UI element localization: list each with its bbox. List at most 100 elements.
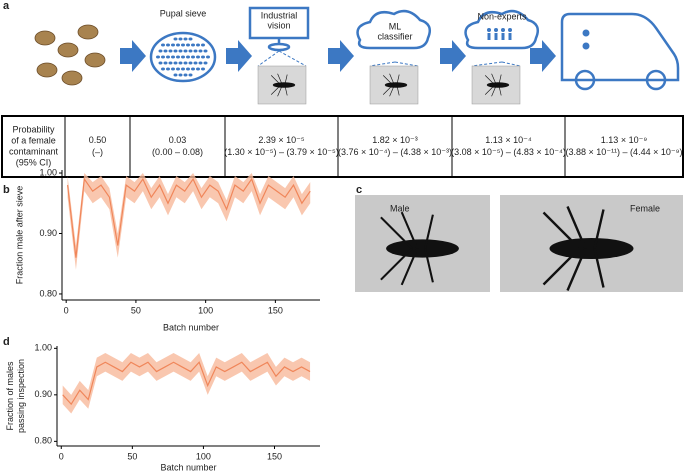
mosquito-leg [566, 206, 587, 249]
hole [181, 67, 185, 71]
mosquito-leg [284, 84, 288, 96]
x-tick-label: 0 [59, 451, 64, 461]
hole [186, 67, 190, 71]
table-cell: (3.88 × 10⁻¹¹) – (4.44 × 10⁻⁹) [566, 147, 683, 157]
table-cell: (–) [92, 147, 103, 157]
hole [171, 55, 175, 59]
table-cell: of a female [11, 135, 56, 145]
arrow [226, 40, 252, 72]
stage-label: Pupal sieve [160, 8, 207, 18]
photo-label: Male [390, 203, 410, 213]
hole [168, 49, 173, 53]
arrow [440, 40, 466, 72]
stage-label: Non-experts [477, 11, 527, 21]
table-cell: (0.00 – 0.08) [152, 147, 203, 157]
hole [193, 61, 198, 65]
x-tick-label: 50 [131, 305, 141, 315]
arrow [530, 40, 556, 72]
mosquito-leg [284, 74, 288, 86]
y-axis-label: Fraction of males passing inspection [5, 359, 26, 433]
stage-label: classifier [377, 31, 412, 41]
mosquito-leg [389, 84, 395, 97]
hole [181, 55, 185, 59]
hole [163, 49, 168, 53]
hole [201, 55, 205, 59]
mosquito-leg [491, 73, 497, 86]
table-cell: (3.76 × 10⁻⁴) – (4.38 × 10⁻³) [338, 147, 452, 157]
dashed-line [471, 61, 503, 67]
hole [178, 73, 183, 77]
hole [181, 43, 185, 47]
dashed-line [394, 61, 419, 67]
dashed-line [501, 61, 521, 67]
table-cell: 1.82 × 10⁻³ [372, 135, 418, 145]
mosquito-body [486, 82, 510, 88]
van-dot [582, 42, 590, 50]
panel-label: b [3, 184, 10, 196]
hole [203, 49, 208, 53]
hole [176, 67, 180, 71]
hole [173, 37, 178, 41]
panel-label: a [3, 0, 10, 12]
arrow [328, 40, 354, 72]
hole [178, 37, 183, 41]
mosquito-leg [498, 84, 502, 96]
y-tick-label: 0.90 [39, 228, 57, 238]
mosquito-leg [484, 84, 496, 95]
hole [196, 43, 200, 47]
mosquito-leg [566, 248, 587, 291]
hole [183, 73, 188, 77]
mosquito-leg [484, 75, 496, 86]
y-tick-label: 0.80 [39, 288, 57, 298]
hole [166, 55, 170, 59]
x-tick-label: 0 [64, 305, 69, 315]
hole [198, 49, 203, 53]
van-dot [582, 29, 590, 37]
dashed-line [278, 50, 307, 67]
mosquito-leg [380, 247, 413, 281]
line [66, 177, 311, 258]
hole [176, 55, 180, 59]
mosquito-leg [382, 75, 394, 86]
hole [196, 55, 200, 59]
mosquito-leg [491, 84, 497, 97]
y-axis-label: Fraction male after sieve [14, 186, 24, 285]
mosquito-leg [498, 74, 502, 86]
table-cell: contaminant [9, 146, 59, 156]
mosquito-body [272, 82, 296, 88]
hole [198, 61, 203, 65]
mosquito-leg [542, 211, 581, 250]
x-tick-label: 50 [127, 451, 137, 461]
dashed-line [369, 61, 396, 67]
x-axis-label: Batch number [160, 462, 216, 472]
mosquito-leg [382, 84, 394, 95]
pipeline-icons [34, 6, 680, 91]
mosquito-leg [389, 73, 395, 86]
hole [178, 61, 183, 65]
mosquito-leg [270, 84, 282, 95]
ci-band [62, 352, 311, 414]
hole [173, 73, 178, 77]
y-tick-label: 1.00 [39, 167, 57, 177]
hole [191, 55, 195, 59]
mosquito-leg [396, 84, 400, 96]
table-cell: (3.08 × 10⁻⁵) – (4.83 × 10⁻⁴) [451, 147, 566, 157]
hole [203, 61, 208, 65]
mosquito-leg [542, 247, 581, 286]
hole [166, 67, 170, 71]
camera [267, 42, 291, 52]
x-tick-label: 100 [196, 451, 211, 461]
y-tick-label: 0.90 [34, 389, 52, 399]
mosquito-leg [424, 248, 434, 283]
pupae [34, 24, 106, 86]
table-cell: (95% CI) [16, 157, 52, 167]
hole [183, 37, 188, 41]
stage-label: Industrial [261, 10, 298, 20]
hole [201, 67, 205, 71]
panel-label: c [356, 184, 362, 196]
mosquito-leg [277, 73, 283, 86]
mosquito-leg [396, 74, 400, 86]
mosquito-leg [593, 248, 605, 288]
hole [163, 61, 168, 65]
